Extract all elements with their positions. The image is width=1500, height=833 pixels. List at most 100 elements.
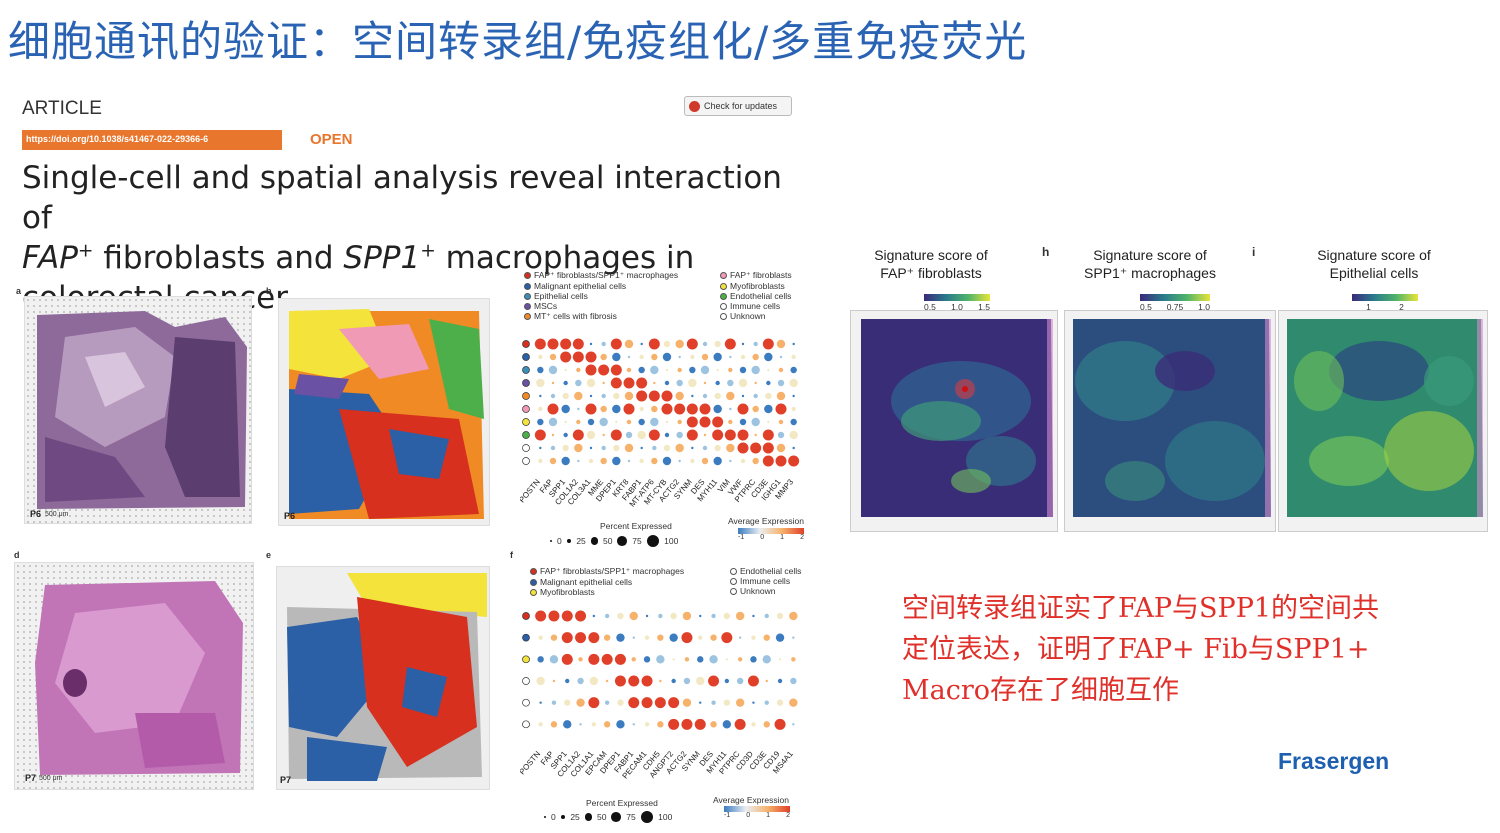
dotplot-bottom-dot-1-7 [632, 636, 635, 639]
dotplot-top-dot-5-20 [791, 406, 796, 412]
dotplot-bottom-dot-3-6 [614, 675, 626, 687]
check-for-updates-button[interactable]: Check for updates [684, 96, 792, 116]
dotplot-top-dot-9-10 [662, 456, 672, 466]
legend-top-right-label-3: Immune cells [730, 301, 781, 311]
dotplot-bottom-dot-4-10 [668, 697, 680, 709]
dotplot-top-dot-2-11 [677, 367, 682, 373]
dotplot-top-dot-6-19 [778, 419, 784, 425]
dotplot-bottom-dot-3-19 [790, 677, 797, 685]
dotplot-top-dot-8-5 [601, 445, 606, 451]
dotplot-top-row-marker-5 [522, 405, 530, 413]
dotplot-top-dot-1-20 [791, 354, 796, 360]
scale-fap-t0: 0.5 [924, 302, 936, 312]
note-line3: Macro存在了细胞互作 [902, 675, 1180, 706]
dotplot-top-dot-9-2 [561, 456, 570, 466]
doi-link[interactable]: https://doi.org/10.1038/s41467-022-29366… [22, 130, 282, 150]
dotplot-bottom-dot-4-1 [551, 700, 557, 705]
dotplot-bottom-size-label-1: 25 [570, 812, 580, 822]
sample-id-p6: P6 [30, 509, 42, 519]
dotplot-bottom-dot-4-12 [699, 701, 702, 704]
dotplot-bottom-dot-3-12 [696, 676, 705, 686]
dotplot-bottom-row-marker-4 [522, 698, 530, 707]
dotplot-bottom-dot-0-1 [548, 610, 560, 622]
dotplot-bottom-size-legend: 0 25 50 75 100 [544, 810, 714, 824]
dotplot-bottom-dot-1-8 [644, 635, 650, 640]
dotplot-top-dot-6-5 [599, 417, 608, 427]
dotplot-bottom-size-dot-4 [640, 810, 654, 824]
dotplot-bottom-dot-1-16 [751, 635, 756, 640]
dotplot-bottom-dot-0-13 [711, 613, 716, 619]
dotplot-top-dot-0-17 [753, 341, 758, 347]
dotplot-top-dot-0-15 [724, 338, 736, 350]
dotplot-top-row-marker-4 [522, 392, 530, 400]
dotplot-top-dot-7-6 [610, 429, 622, 441]
dotplot-top: POSTN FAP SPP1 COL1A2 COL3A1 MME DPEP1 KRT8 FABP… [517, 336, 816, 566]
dotplot-top-dot-1-19 [779, 355, 783, 359]
dotplot-top-dot-3-15 [727, 379, 734, 387]
dotplot-top-dot-5-2 [561, 404, 570, 414]
legend-top-right-swatch-3 [720, 302, 727, 310]
dotplot-top-dot-3-12 [688, 378, 697, 388]
dotplot-top-dot-0-5 [601, 341, 606, 347]
dotplot-top-dot-9-6 [612, 456, 621, 466]
legend-bottom-right-item-0: Endothelial cells [730, 566, 830, 576]
dotplot-top-dot-8-12 [691, 446, 694, 450]
dotplot-bottom-dot-4-0 [539, 701, 542, 704]
dotplot-top-dot-8-14 [714, 444, 721, 452]
dotplot-top-dot-7-8 [637, 430, 646, 440]
dotplot-top-dot-9-4 [588, 458, 594, 464]
dotplot-bottom-dot-5-12 [694, 718, 706, 730]
dotplot-bottom-dot-0-17 [764, 613, 769, 619]
dotplot-top-dot-3-17 [754, 381, 757, 385]
dotplot-top-row-marker-7 [522, 431, 530, 439]
dotplot-top-dot-1-18 [764, 352, 773, 362]
dotplot-top-dot-9-1 [549, 457, 557, 465]
dotplot-top-dot-1-13 [701, 353, 709, 361]
dotplot-bottom-dot-3-5 [605, 679, 609, 683]
dotplot-top-size-dot-4 [646, 534, 660, 548]
legend-bottom-right-label-2: Unknown [740, 586, 776, 596]
dotplot-top-dot-3-0 [536, 378, 545, 388]
dotplot-bottom-dot-2-16 [750, 656, 757, 663]
dotplot-top-dot-7-11 [676, 431, 683, 439]
legend-top-right-swatch-1 [720, 282, 727, 290]
dotplot-top-dot-9-11 [678, 459, 681, 463]
dotplot-bottom-size-label-4: 100 [658, 812, 673, 822]
scale-epi-t0: 1 [1366, 302, 1371, 312]
dotplot-bottom-dot-4-13 [711, 700, 716, 705]
dotplot-top-dot-5-5 [600, 405, 607, 413]
dotplot-top-dot-8-0 [539, 446, 542, 450]
frasergen-logo: Frasergen [1278, 748, 1390, 774]
dotplot-bottom-dot-4-5 [604, 700, 610, 705]
signature-title-fap: Signature score of FAP⁺ fibroblasts [852, 246, 1010, 282]
dotplot-top-dot-5-6 [612, 404, 621, 414]
legend-top-right-item-3: Immune cells [720, 301, 820, 311]
legend-top-left-swatch-3 [524, 302, 531, 310]
dotplot-bottom-dot-0-18 [776, 612, 784, 620]
dotplot-top-dot-0-20 [792, 342, 795, 346]
dotplot-top-dot-8-16 [737, 442, 749, 454]
dotplot-top-dot-5-4 [585, 403, 597, 415]
dotplot-top-dot-3-7 [623, 377, 635, 389]
dotplot-top-dot-5-12 [686, 403, 698, 415]
dotplot-bottom-dot-1-11 [681, 632, 693, 644]
dotplot-bottom-dot-5-17 [763, 721, 770, 728]
dotplot-top-dot-4-8 [636, 390, 648, 402]
dotplot-bottom-dot-3-8 [641, 675, 653, 687]
dotplot-top-svg: POSTNFAPSPP1COL1A2COL3A1MMEDPEP1KRT8FABP… [517, 338, 800, 509]
dotplot-top-dot-1-8 [639, 354, 644, 360]
panel-letter-e: e [266, 550, 272, 560]
legend-top-right-item-1: Myofibroblasts [720, 281, 820, 291]
dotplot-top-dot-5-1 [547, 403, 559, 415]
panel-letter-a: a [16, 286, 22, 296]
dotplot-bottom-dot-0-5 [604, 613, 610, 619]
signature-title-spp1-l2: SPP1⁺ macrophages [1084, 265, 1216, 281]
legend-top-right-swatch-0 [720, 272, 727, 279]
dotplot-top-dot-1-10 [662, 352, 672, 362]
legend-bottom-left-swatch-2 [530, 588, 537, 596]
signature-title-fap-l2: FAP⁺ fibroblasts [880, 265, 982, 281]
dotplot-top-dot-9-14 [713, 456, 722, 466]
dotplot-top-dot-2-13 [700, 365, 710, 375]
dotplot-bottom-dot-1-17 [763, 634, 770, 641]
signature-map-spp1-svg [1065, 311, 1275, 531]
